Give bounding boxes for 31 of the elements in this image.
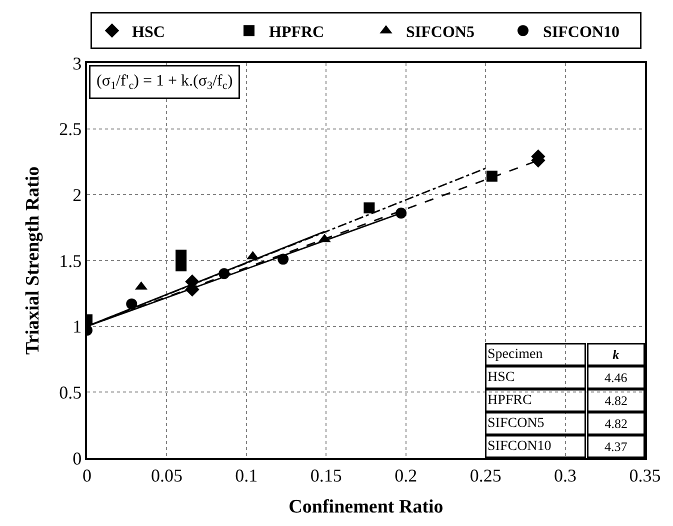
x-tick-label: 0.35 [629, 465, 661, 486]
annotation: SIFCON10 [488, 439, 552, 454]
y-tick-label: 0.5 [59, 382, 82, 402]
text: (σ$_{1}$/f'$_{c}$) = 1 + k.(σ$_{3}$/f$_{c}$) [96, 72, 233, 92]
y-tick-label: 2 [72, 184, 82, 205]
y-tick-label: 0 [72, 448, 82, 468]
legend-label: SIFCON10 [543, 24, 620, 41]
y-tick-label: 1.5 [59, 250, 82, 271]
annotation: 4.37 [604, 439, 628, 454]
annotation: Specimen [488, 347, 543, 362]
x-tick-label: 0.15 [310, 465, 342, 486]
x-tick-label: 0.3 [554, 465, 577, 486]
annotation: 4.82 [604, 416, 628, 432]
annotation: HPFRC [488, 393, 532, 408]
x-tick-label: 0.05 [150, 465, 182, 486]
annotation: 4.46 [604, 370, 628, 386]
annotation: k [612, 347, 620, 362]
x-tick-label: 0.2 [394, 465, 418, 486]
annotation: SIFCON5 [488, 416, 544, 432]
y-axis-title: Triaxial Strength Ratio [22, 166, 44, 355]
legend-label: HSC [132, 24, 165, 41]
y-tick-label: 2.5 [59, 119, 82, 140]
x-tick-label: 0.25 [470, 465, 502, 486]
x-axis-title: Confinement Ratio [288, 496, 444, 518]
legend-label: HPFRC [269, 24, 324, 41]
x-tick-label: 0.1 [235, 465, 258, 486]
annotation: 4.82 [604, 393, 628, 408]
y-tick-label: 3 [72, 53, 82, 74]
legend-label: SIFCON5 [406, 24, 474, 41]
y-tick-label: 1 [72, 316, 82, 337]
annotation: HSC [488, 370, 515, 386]
